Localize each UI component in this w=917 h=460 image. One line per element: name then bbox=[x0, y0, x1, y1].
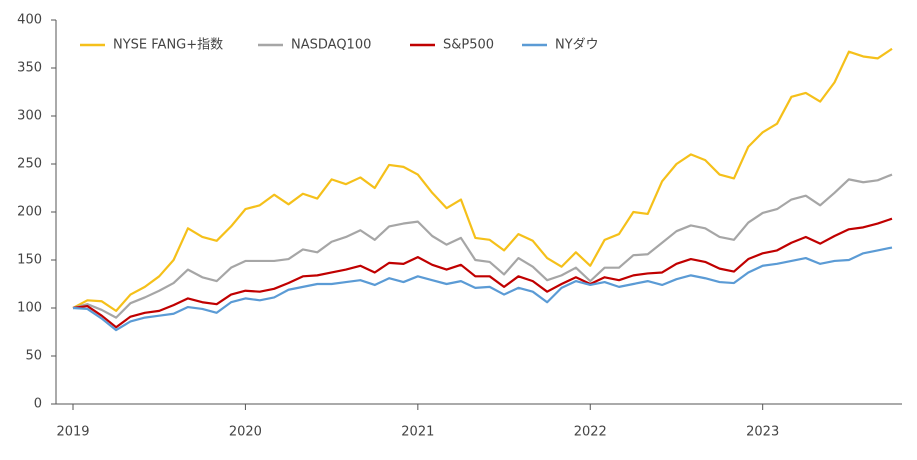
legend-label: NYSE FANG+指数 bbox=[113, 38, 223, 53]
legend-label: S&P500 bbox=[443, 38, 494, 53]
series-line bbox=[72, 217, 893, 329]
y-tick-label: 250 bbox=[17, 157, 42, 172]
series-line bbox=[72, 246, 893, 332]
x-tick-label: 2023 bbox=[746, 425, 779, 440]
y-tick-label: 350 bbox=[17, 61, 42, 76]
x-tick-label: 2020 bbox=[229, 425, 262, 440]
y-tick-label: 50 bbox=[25, 349, 42, 364]
legend-label: NASDAQ100 bbox=[291, 38, 371, 53]
x-tick-label: 2019 bbox=[56, 425, 89, 440]
x-tick-label: 2021 bbox=[401, 425, 434, 440]
series-line bbox=[72, 47, 893, 312]
y-tick-label: 200 bbox=[17, 205, 42, 220]
series-line bbox=[72, 173, 893, 319]
y-tick-label: 0 bbox=[34, 397, 42, 412]
x-tick-label: 2022 bbox=[574, 425, 607, 440]
y-tick-label: 300 bbox=[17, 109, 42, 124]
legend-label: NYダウ bbox=[555, 38, 599, 53]
y-tick-label: 150 bbox=[17, 253, 42, 268]
y-tick-label: 100 bbox=[17, 301, 42, 316]
y-tick-label: 400 bbox=[17, 13, 42, 28]
